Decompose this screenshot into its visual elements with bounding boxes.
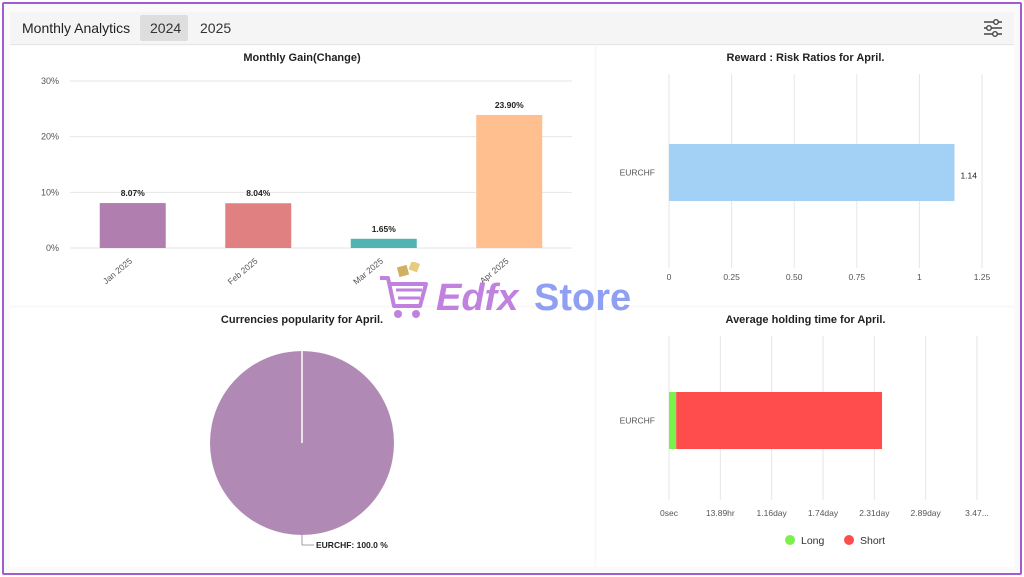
x-tick-label: 1.25 bbox=[974, 272, 991, 282]
stacked-bar-segment bbox=[669, 392, 677, 449]
stacked-bar-segment bbox=[676, 392, 883, 449]
analytics-toolbar: Monthly Analytics 2024 2025 bbox=[10, 12, 1014, 45]
y-tick-label: 10% bbox=[41, 187, 59, 197]
y-tick-label: 20% bbox=[41, 132, 59, 142]
reward-risk-chart: 0 0.25 0.50 0.75 1 1.25 EURCHF 1.14 bbox=[620, 74, 991, 282]
reward-risk-title: Reward : Risk Ratios for April. bbox=[726, 52, 885, 64]
x-tick-label: 2.89day bbox=[911, 508, 942, 518]
currencies-popularity-panel: Currencies popularity for April. EURCHF:… bbox=[10, 308, 594, 567]
legend-label: Long bbox=[801, 535, 825, 547]
legend-marker bbox=[844, 535, 854, 545]
bar-data-label: 1.65% bbox=[372, 224, 397, 234]
bar-data-label: 8.07% bbox=[121, 188, 146, 198]
pie-label-leader bbox=[301, 535, 314, 546]
y-category-label: EURCHF bbox=[620, 168, 655, 178]
holding-time-title: Average holding time for April. bbox=[725, 314, 886, 326]
tab-2024[interactable]: 2024 bbox=[140, 15, 188, 41]
x-tick-label: 0.75 bbox=[849, 272, 866, 282]
bar-data-label: 1.14 bbox=[960, 171, 977, 181]
tab-2025[interactable]: 2025 bbox=[200, 20, 232, 36]
bar bbox=[350, 238, 417, 248]
y-tick-label: 30% bbox=[41, 76, 59, 86]
holding-time-chart: 0sec 13.89hr 1.16day 1.74day 2.31day 2.89day 3… bbox=[620, 336, 989, 547]
pie-data-label: EURCHF: 100.0 % bbox=[316, 540, 388, 550]
holding-time-panel: Average holding time for April. 0sec 13.8… bbox=[597, 308, 1014, 567]
bar-data-label: 8.04% bbox=[246, 188, 271, 198]
bar bbox=[669, 144, 955, 201]
reward-risk-panel: Reward : Risk Ratios for April. 0 0.25 0.5… bbox=[597, 46, 1014, 305]
x-tick-label: 1.74day bbox=[808, 508, 839, 518]
monthly-gain-title: Monthly Gain(Change) bbox=[243, 52, 361, 64]
sliders-icon[interactable] bbox=[982, 17, 1004, 39]
monthly-gain-chart: 0% 10% 20% 30% 8.07% Jan 2025 8.04% Feb 2025 1.6… bbox=[41, 76, 572, 287]
currencies-popularity-title: Currencies popularity for April. bbox=[220, 314, 384, 326]
x-tick-label: 1.16day bbox=[757, 508, 788, 518]
legend-marker bbox=[785, 535, 795, 545]
x-tick-label: 0.25 bbox=[723, 272, 740, 282]
x-tick-label: 1 bbox=[917, 272, 922, 282]
monthly-gain-panel: Monthly Gain(Change) 0% 10% 20% 30% 8.07% Jan… bbox=[10, 46, 594, 305]
edfxstore-watermark-logo: Edfx Store bbox=[380, 262, 631, 319]
bar bbox=[476, 114, 543, 248]
x-tick-label: 13.89hr bbox=[706, 508, 735, 518]
x-tick-label: 0.50 bbox=[786, 272, 803, 282]
bar bbox=[99, 203, 166, 248]
x-tick-label: 2.31day bbox=[859, 508, 890, 518]
bar bbox=[225, 203, 292, 248]
page-title: Monthly Analytics bbox=[22, 20, 131, 36]
x-tick-label: 0 bbox=[667, 272, 672, 282]
svg-text:Store: Store bbox=[534, 277, 631, 319]
bar-data-label: 23.90% bbox=[495, 100, 524, 110]
y-category-label: EURCHF bbox=[620, 416, 655, 426]
currencies-pie-chart: EURCHF: 100.0 % bbox=[210, 351, 394, 550]
x-tick-label: 0sec bbox=[660, 508, 679, 518]
svg-text:Edfx: Edfx bbox=[436, 277, 520, 319]
x-tick-label: Jan 2025 bbox=[101, 256, 134, 286]
legend-label: Short bbox=[860, 535, 885, 547]
x-tick-label: 3.47... bbox=[965, 508, 989, 518]
y-tick-label: 0% bbox=[46, 243, 59, 253]
x-tick-label: Feb 2025 bbox=[226, 256, 260, 287]
